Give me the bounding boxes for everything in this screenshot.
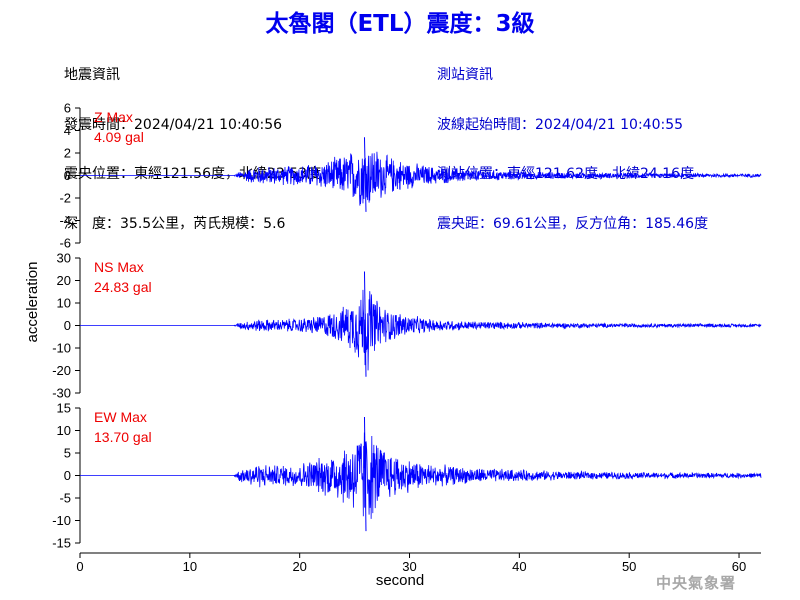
ns-waveform-trace [80,289,762,371]
x-tick-label: 50 [622,559,636,574]
x-tick-label: 40 [512,559,526,574]
event-info-block: 地震資訊 發震時間：2024/04/21 10:40:56 震央位置：東經121… [64,34,321,249]
wave-onset-time: 波線起始時間：2024/04/21 10:40:55 [437,116,684,133]
x-tick-label: 30 [402,559,416,574]
station-location: 測站位置：東經121.62度，北緯24.16度 [437,166,695,182]
z-max-value: 4.09 gal [94,129,144,145]
origin-time: 發震時間：2024/04/21 10:40:56 [64,116,283,133]
ew-y-tick-label: 5 [64,446,71,461]
x-axis-label: second [376,572,424,589]
ns-y-tick-label: -20 [52,363,71,378]
x-tick-label: 20 [292,559,306,574]
distance-azimuth: 震央距：69.61公里，反方位角：185.46度 [437,215,709,232]
y-axis-label: acceleration [24,262,41,343]
ew-peak-spike [363,416,367,532]
x-tick-label: 0 [76,559,83,574]
z-y-tick-label: 2 [64,146,71,161]
ew-y-tick-label: -10 [52,513,71,528]
event-info-heading: 地震資訊 [64,67,120,83]
z-y-tick-label: 6 [64,101,71,116]
epicenter-location: 震央位置：東經121.56度，北緯23.53度 [64,166,322,182]
ns-max-value: 24.83 gal [94,279,152,295]
agency-watermark: 中央氣象署 [656,574,737,592]
ns-y-tick-label: 30 [57,251,71,266]
z-waveform-trace [80,151,762,206]
ns-y-tick-label: 0 [64,318,71,333]
ns-y-tick-label: 20 [57,273,71,288]
ew-y-tick-label: 15 [57,401,71,416]
chart-title: 太魯閣（ETL）震度：3級 [265,11,535,37]
z-y-tick-label: -2 [59,191,71,206]
ew-waveform-trace [80,432,762,519]
z-max-label: Z Max [94,109,133,125]
x-tick-label: 10 [183,559,197,574]
ew-y-tick-label: 10 [57,423,71,438]
ns-peak-spike [363,271,367,377]
ns-y-tick-label: 10 [57,296,71,311]
ns-max-label: NS Max [94,259,144,275]
ew-max-value: 13.70 gal [94,429,152,445]
ns-y-tick-label: -10 [52,341,71,356]
x-tick-label: 60 [732,559,746,574]
station-info-heading: 測站資訊 [437,67,493,83]
z-y-tick-label: 0 [64,168,71,183]
ns-y-tick-label: -30 [52,386,71,401]
ew-y-tick-label: 0 [64,468,71,483]
station-info-block: 測站資訊 波線起始時間：2024/04/21 10:40:55 測站位置：東經1… [437,34,708,249]
z-y-tick-label: -4 [59,213,71,228]
z-y-tick-label: 4 [64,123,71,138]
depth-magnitude: 深 度：35.5公里，芮氏規模：5.6 [64,215,286,232]
z-y-tick-label: -6 [59,236,71,251]
ew-y-tick-label: -5 [59,491,71,506]
ew-max-label: EW Max [94,409,147,425]
z-peak-spike [363,137,367,212]
ew-y-tick-label: -15 [52,536,71,551]
